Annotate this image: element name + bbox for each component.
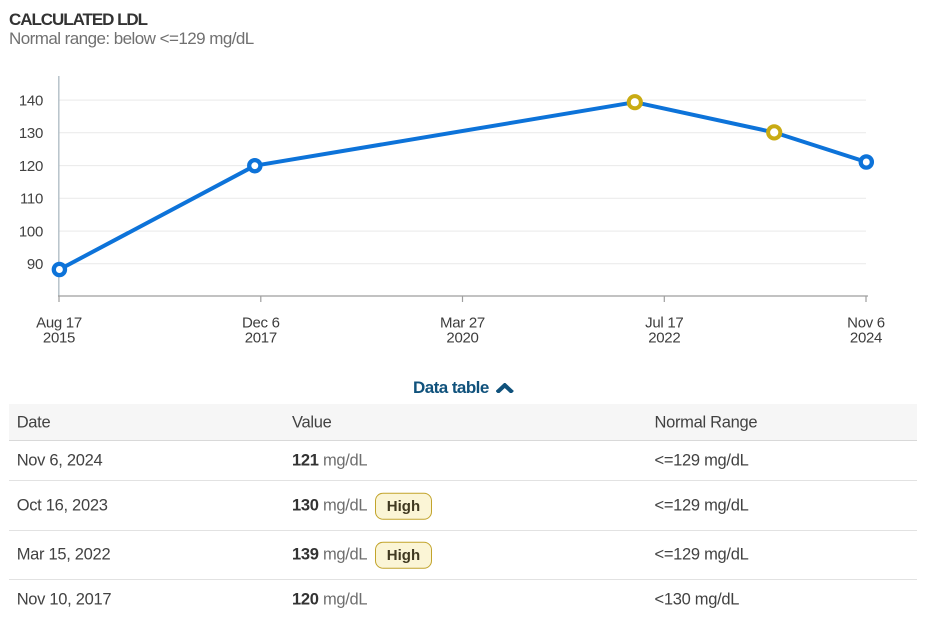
svg-text:90: 90 — [27, 256, 43, 273]
svg-text:2024: 2024 — [850, 330, 882, 347]
svg-text:Nov 6: Nov 6 — [847, 315, 885, 332]
svg-text:2022: 2022 — [648, 330, 680, 347]
svg-text:100: 100 — [19, 223, 43, 240]
svg-text:130: 130 — [19, 125, 43, 142]
svg-text:2017: 2017 — [245, 330, 277, 347]
svg-text:Jul 17: Jul 17 — [645, 315, 683, 332]
svg-text:2020: 2020 — [446, 330, 478, 347]
svg-text:140: 140 — [19, 92, 43, 109]
svg-text:110: 110 — [20, 191, 43, 208]
svg-text:Aug 17: Aug 17 — [36, 315, 82, 332]
svg-text:Mar 27: Mar 27 — [440, 315, 485, 332]
svg-text:Dec 6: Dec 6 — [242, 315, 280, 332]
svg-text:120: 120 — [19, 158, 43, 175]
svg-text:2015: 2015 — [43, 330, 75, 347]
